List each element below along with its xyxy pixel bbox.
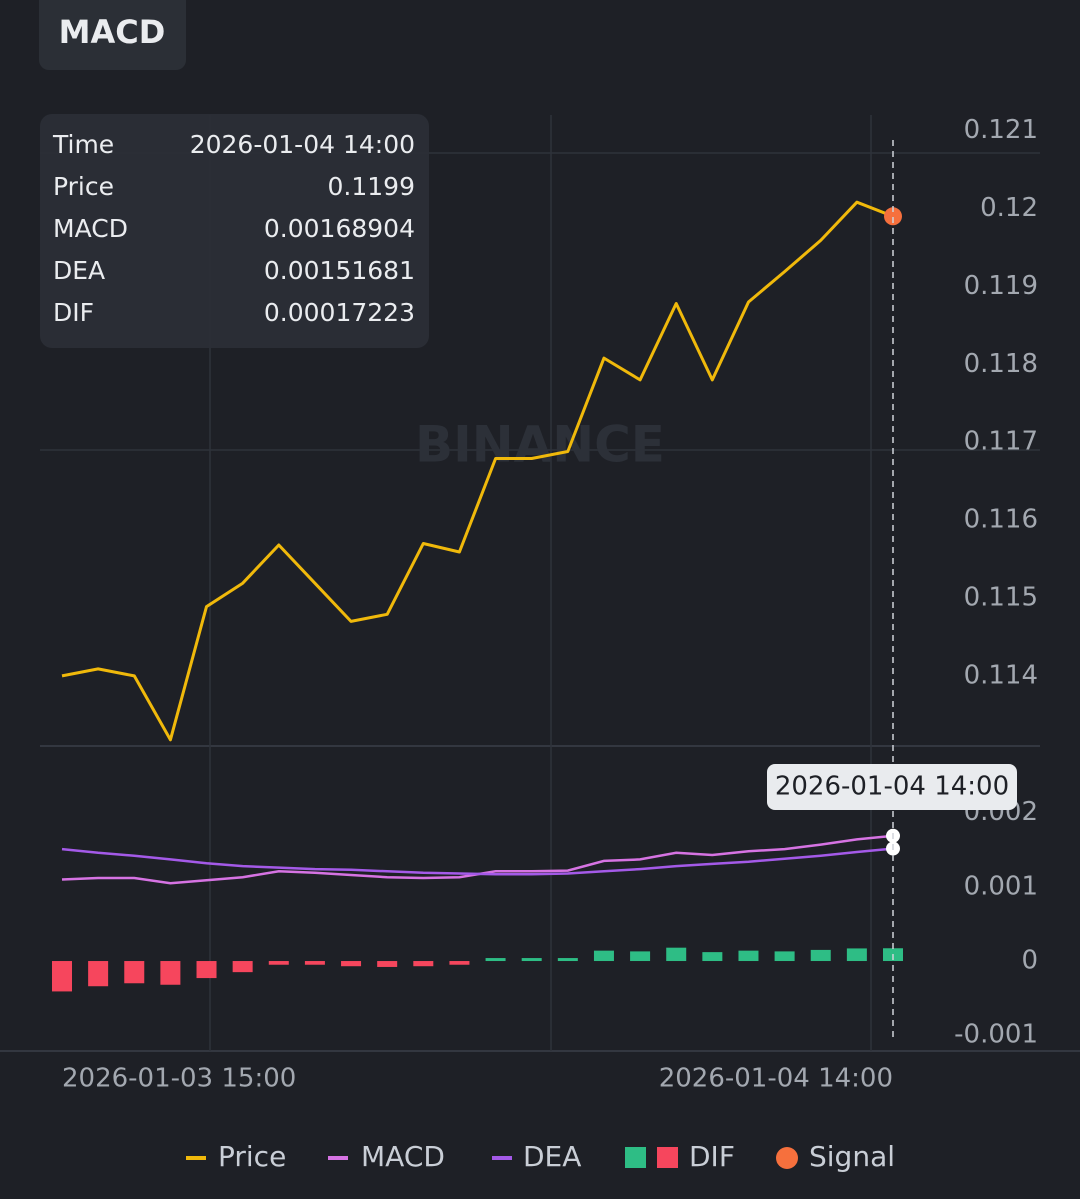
- dif-bar: [593, 950, 614, 962]
- legend-icon: [657, 1147, 678, 1168]
- legend-icon: [625, 1147, 646, 1168]
- dif-bar: [52, 961, 72, 992]
- dif-bar: [630, 951, 651, 962]
- y-tick-label: 0.121: [964, 115, 1038, 145]
- legend-label[interactable]: Price: [218, 1140, 286, 1173]
- tooltip-box: [40, 114, 429, 348]
- y-tick-label: 0.118: [964, 349, 1038, 379]
- dif-bar: [666, 947, 687, 962]
- y-tick-label: 0.115: [964, 582, 1038, 612]
- tab-title[interactable]: MACD: [59, 13, 166, 51]
- dif-bar: [304, 961, 325, 965]
- dif-bar: [88, 961, 109, 987]
- crosshair-label-box: [767, 764, 1017, 810]
- dif-bar: [521, 958, 542, 962]
- dif-bar: [846, 948, 867, 962]
- signal-point: [884, 207, 902, 226]
- tooltip-value: 2026-01-04 14:00: [190, 130, 415, 159]
- legend-label[interactable]: Signal: [809, 1140, 895, 1173]
- tooltip-label: DIF: [53, 298, 94, 327]
- dif-bar: [413, 961, 434, 967]
- dif-bar: [268, 961, 289, 965]
- overlay: Time 2026-01-04 14:00 Price 0.1199 MACD …: [40, 114, 1017, 810]
- y-tick-label: 0.12: [980, 193, 1038, 223]
- x-tick-label: 2026-01-04 14:00: [659, 1064, 893, 1094]
- tooltip-label: Time: [52, 130, 114, 159]
- dif-bar: [449, 961, 470, 965]
- tooltip-value: 0.00168904: [264, 214, 415, 243]
- tooltip-value: 0.1199: [328, 172, 415, 201]
- y-tick-label: 0.117: [964, 427, 1038, 457]
- dif-bar: [810, 949, 831, 962]
- y-tick-label: 0.119: [964, 271, 1038, 301]
- dif-bar: [738, 950, 759, 962]
- y-tick-label: 0: [1021, 946, 1038, 976]
- legend-label[interactable]: MACD: [361, 1140, 445, 1173]
- dif-bar: [702, 952, 723, 962]
- dif-bar: [774, 951, 795, 962]
- tooltip-value: 0.00151681: [264, 256, 415, 285]
- dif-bar: [124, 961, 145, 984]
- y-tick-label: 0.116: [964, 505, 1038, 535]
- x-tick-label: 2026-01-03 15:00: [62, 1064, 296, 1094]
- tooltip-label: Price: [53, 172, 114, 201]
- tooltip-label: DEA: [53, 256, 105, 285]
- legend-label[interactable]: DEA: [523, 1140, 581, 1173]
- crosshair-label: 2026-01-04 14:00: [775, 772, 1009, 802]
- dif-bar: [232, 961, 253, 973]
- dif-bar: [557, 958, 578, 962]
- plot: 0.114 0.115 0.116 0.117 0.118 0.119 0.12 0.121 0…: [52, 115, 1038, 1094]
- dif-bar: [196, 961, 217, 979]
- tab-button[interactable]: [39, 0, 186, 70]
- dif-bar: [377, 961, 398, 967]
- dif-bar: [341, 961, 362, 967]
- y-tick-label: 0.001: [964, 871, 1038, 901]
- tooltip-value: 0.00017223: [264, 298, 415, 327]
- dif-bar: [160, 961, 181, 985]
- indicator-line: [61, 847, 894, 876]
- legend-icon: [776, 1147, 798, 1169]
- dif-bar: [485, 958, 506, 962]
- legend-label[interactable]: DIF: [689, 1140, 735, 1173]
- price-line: [61, 200, 894, 742]
- watermark: BINANCE: [415, 416, 665, 474]
- legend: Price MACD DEA DIF Signal: [186, 1140, 895, 1173]
- tooltip-label: MACD: [53, 214, 128, 243]
- y-tick-label: 0.114: [964, 660, 1038, 690]
- y-tick-label: -0.001: [954, 1020, 1038, 1050]
